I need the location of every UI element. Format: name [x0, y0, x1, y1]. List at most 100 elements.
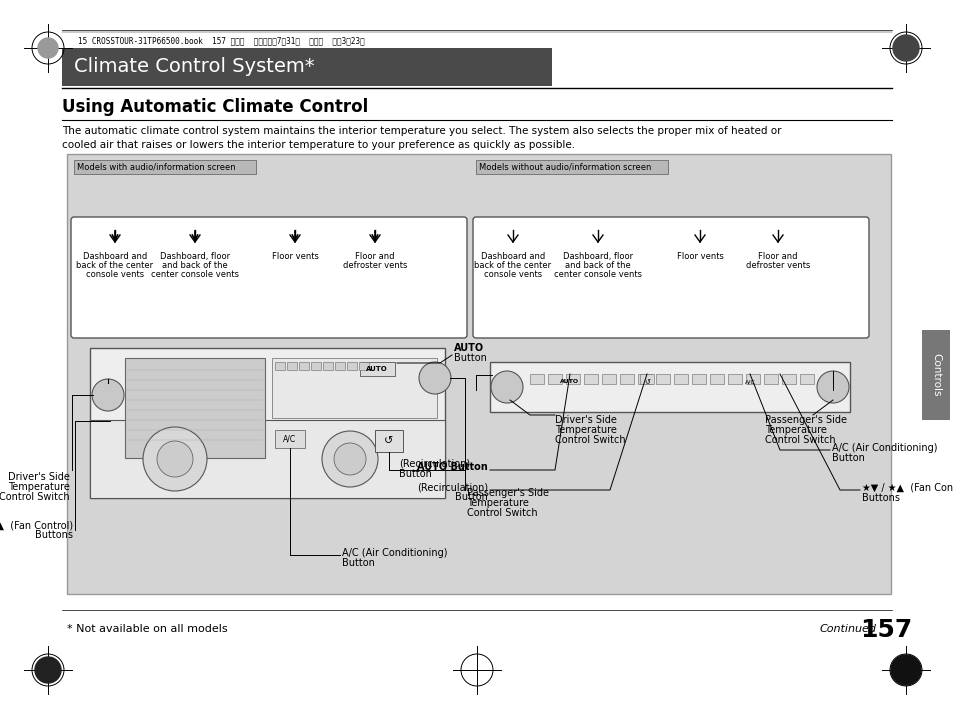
Bar: [375, 430, 402, 452]
Text: ★▼ / ★▲  (Fan Control): ★▼ / ★▲ (Fan Control): [0, 520, 73, 530]
Bar: [272, 358, 436, 418]
Text: AUTO Button: AUTO Button: [416, 462, 488, 472]
Bar: [763, 374, 778, 384]
Text: ↺: ↺: [384, 436, 394, 446]
Text: Continued: Continued: [820, 624, 876, 634]
Text: Floor and: Floor and: [355, 252, 395, 261]
Bar: [90, 420, 444, 498]
Text: Dashboard, floor: Dashboard, floor: [562, 252, 633, 261]
Circle shape: [38, 38, 58, 58]
Bar: [105, 225, 125, 243]
Text: Button: Button: [831, 453, 864, 463]
Text: Control Switch: Control Switch: [555, 435, 625, 445]
FancyBboxPatch shape: [473, 217, 868, 338]
Circle shape: [418, 362, 451, 394]
Bar: [67, 154, 890, 594]
Circle shape: [35, 657, 61, 683]
Text: ↺: ↺: [643, 379, 649, 385]
Bar: [185, 225, 205, 243]
Text: AUTO: AUTO: [559, 379, 579, 384]
Bar: [335, 362, 345, 370]
Circle shape: [322, 431, 377, 487]
Bar: [656, 374, 669, 384]
Text: Floor vents: Floor vents: [272, 252, 318, 261]
Text: 15 CROSSTOUR-31TP66500.book  157 ページ  ２０１４年7月31日  木曜日  午後3時23分: 15 CROSSTOUR-31TP66500.book 157 ページ ２０１４…: [78, 36, 364, 45]
Bar: [639, 374, 654, 384]
Text: and back of the: and back of the: [564, 261, 630, 270]
Bar: [745, 374, 760, 384]
Text: Controls: Controls: [930, 353, 940, 397]
Bar: [287, 362, 296, 370]
Text: Using Automatic Climate Control: Using Automatic Climate Control: [62, 98, 368, 116]
Text: back of the center: back of the center: [76, 261, 153, 270]
Circle shape: [334, 443, 366, 475]
Text: Driver's Side: Driver's Side: [9, 472, 70, 482]
Text: (Recirculation): (Recirculation): [416, 482, 488, 492]
Text: center console vents: center console vents: [554, 270, 641, 279]
Bar: [125, 358, 265, 458]
Text: AUTO: AUTO: [366, 366, 388, 372]
Text: Dashboard and: Dashboard and: [480, 252, 544, 261]
Text: Models without audio/information screen: Models without audio/information screen: [478, 162, 651, 172]
Bar: [565, 374, 579, 384]
Circle shape: [892, 35, 918, 61]
Bar: [90, 348, 444, 498]
Circle shape: [157, 441, 193, 477]
Bar: [673, 374, 687, 384]
Bar: [709, 374, 723, 384]
Bar: [62, 48, 552, 86]
Bar: [583, 374, 598, 384]
Bar: [490, 362, 849, 412]
Bar: [274, 362, 285, 370]
Bar: [601, 374, 616, 384]
Text: Dashboard, floor: Dashboard, floor: [160, 252, 230, 261]
Text: A/C (Air Conditioning): A/C (Air Conditioning): [831, 443, 937, 453]
Text: Control Switch: Control Switch: [0, 492, 70, 502]
Text: defroster vents: defroster vents: [342, 261, 407, 270]
Bar: [311, 362, 320, 370]
Text: (Recirculation): (Recirculation): [398, 459, 470, 469]
Text: cooled air that raises or lowers the interior temperature to your preference as : cooled air that raises or lowers the int…: [62, 140, 575, 150]
Bar: [359, 362, 395, 376]
Bar: [727, 374, 741, 384]
Bar: [547, 374, 561, 384]
Text: Temperature: Temperature: [555, 425, 617, 435]
Text: Temperature: Temperature: [467, 498, 528, 508]
Text: back of the center: back of the center: [474, 261, 551, 270]
Bar: [638, 374, 651, 384]
Bar: [323, 362, 333, 370]
Text: Passenger's Side: Passenger's Side: [467, 488, 548, 498]
Bar: [691, 374, 705, 384]
Text: Floor and: Floor and: [758, 252, 797, 261]
Text: Button: Button: [398, 469, 432, 479]
Text: center console vents: center console vents: [151, 270, 239, 279]
Bar: [358, 362, 369, 370]
Text: * Not available on all models: * Not available on all models: [67, 624, 228, 634]
Text: A/C: A/C: [744, 379, 755, 384]
Bar: [781, 374, 795, 384]
Bar: [274, 430, 305, 448]
Text: ★▼ / ★▲  (Fan Control): ★▼ / ★▲ (Fan Control): [862, 483, 953, 493]
Text: Buttons: Buttons: [35, 530, 73, 540]
Bar: [921, 330, 949, 420]
Text: The automatic climate control system maintains the interior temperature you sele: The automatic climate control system mai…: [62, 126, 781, 136]
Circle shape: [491, 371, 522, 403]
Text: and back of the: and back of the: [162, 261, 228, 270]
Text: Button: Button: [341, 558, 375, 568]
Text: A/C (Air Conditioning): A/C (Air Conditioning): [341, 548, 447, 558]
Bar: [74, 160, 255, 174]
Text: Driver's Side: Driver's Side: [555, 415, 617, 425]
Text: Button: Button: [454, 353, 486, 363]
Bar: [530, 374, 543, 384]
FancyBboxPatch shape: [71, 217, 467, 338]
Bar: [298, 362, 309, 370]
Bar: [619, 374, 634, 384]
Bar: [476, 160, 667, 174]
Bar: [285, 225, 305, 243]
Text: Button: Button: [455, 492, 488, 502]
Text: 157: 157: [859, 618, 911, 642]
Text: A/C: A/C: [283, 434, 296, 444]
Text: Floor vents: Floor vents: [676, 252, 722, 261]
Circle shape: [91, 379, 124, 411]
Text: Passenger's Side: Passenger's Side: [764, 415, 846, 425]
